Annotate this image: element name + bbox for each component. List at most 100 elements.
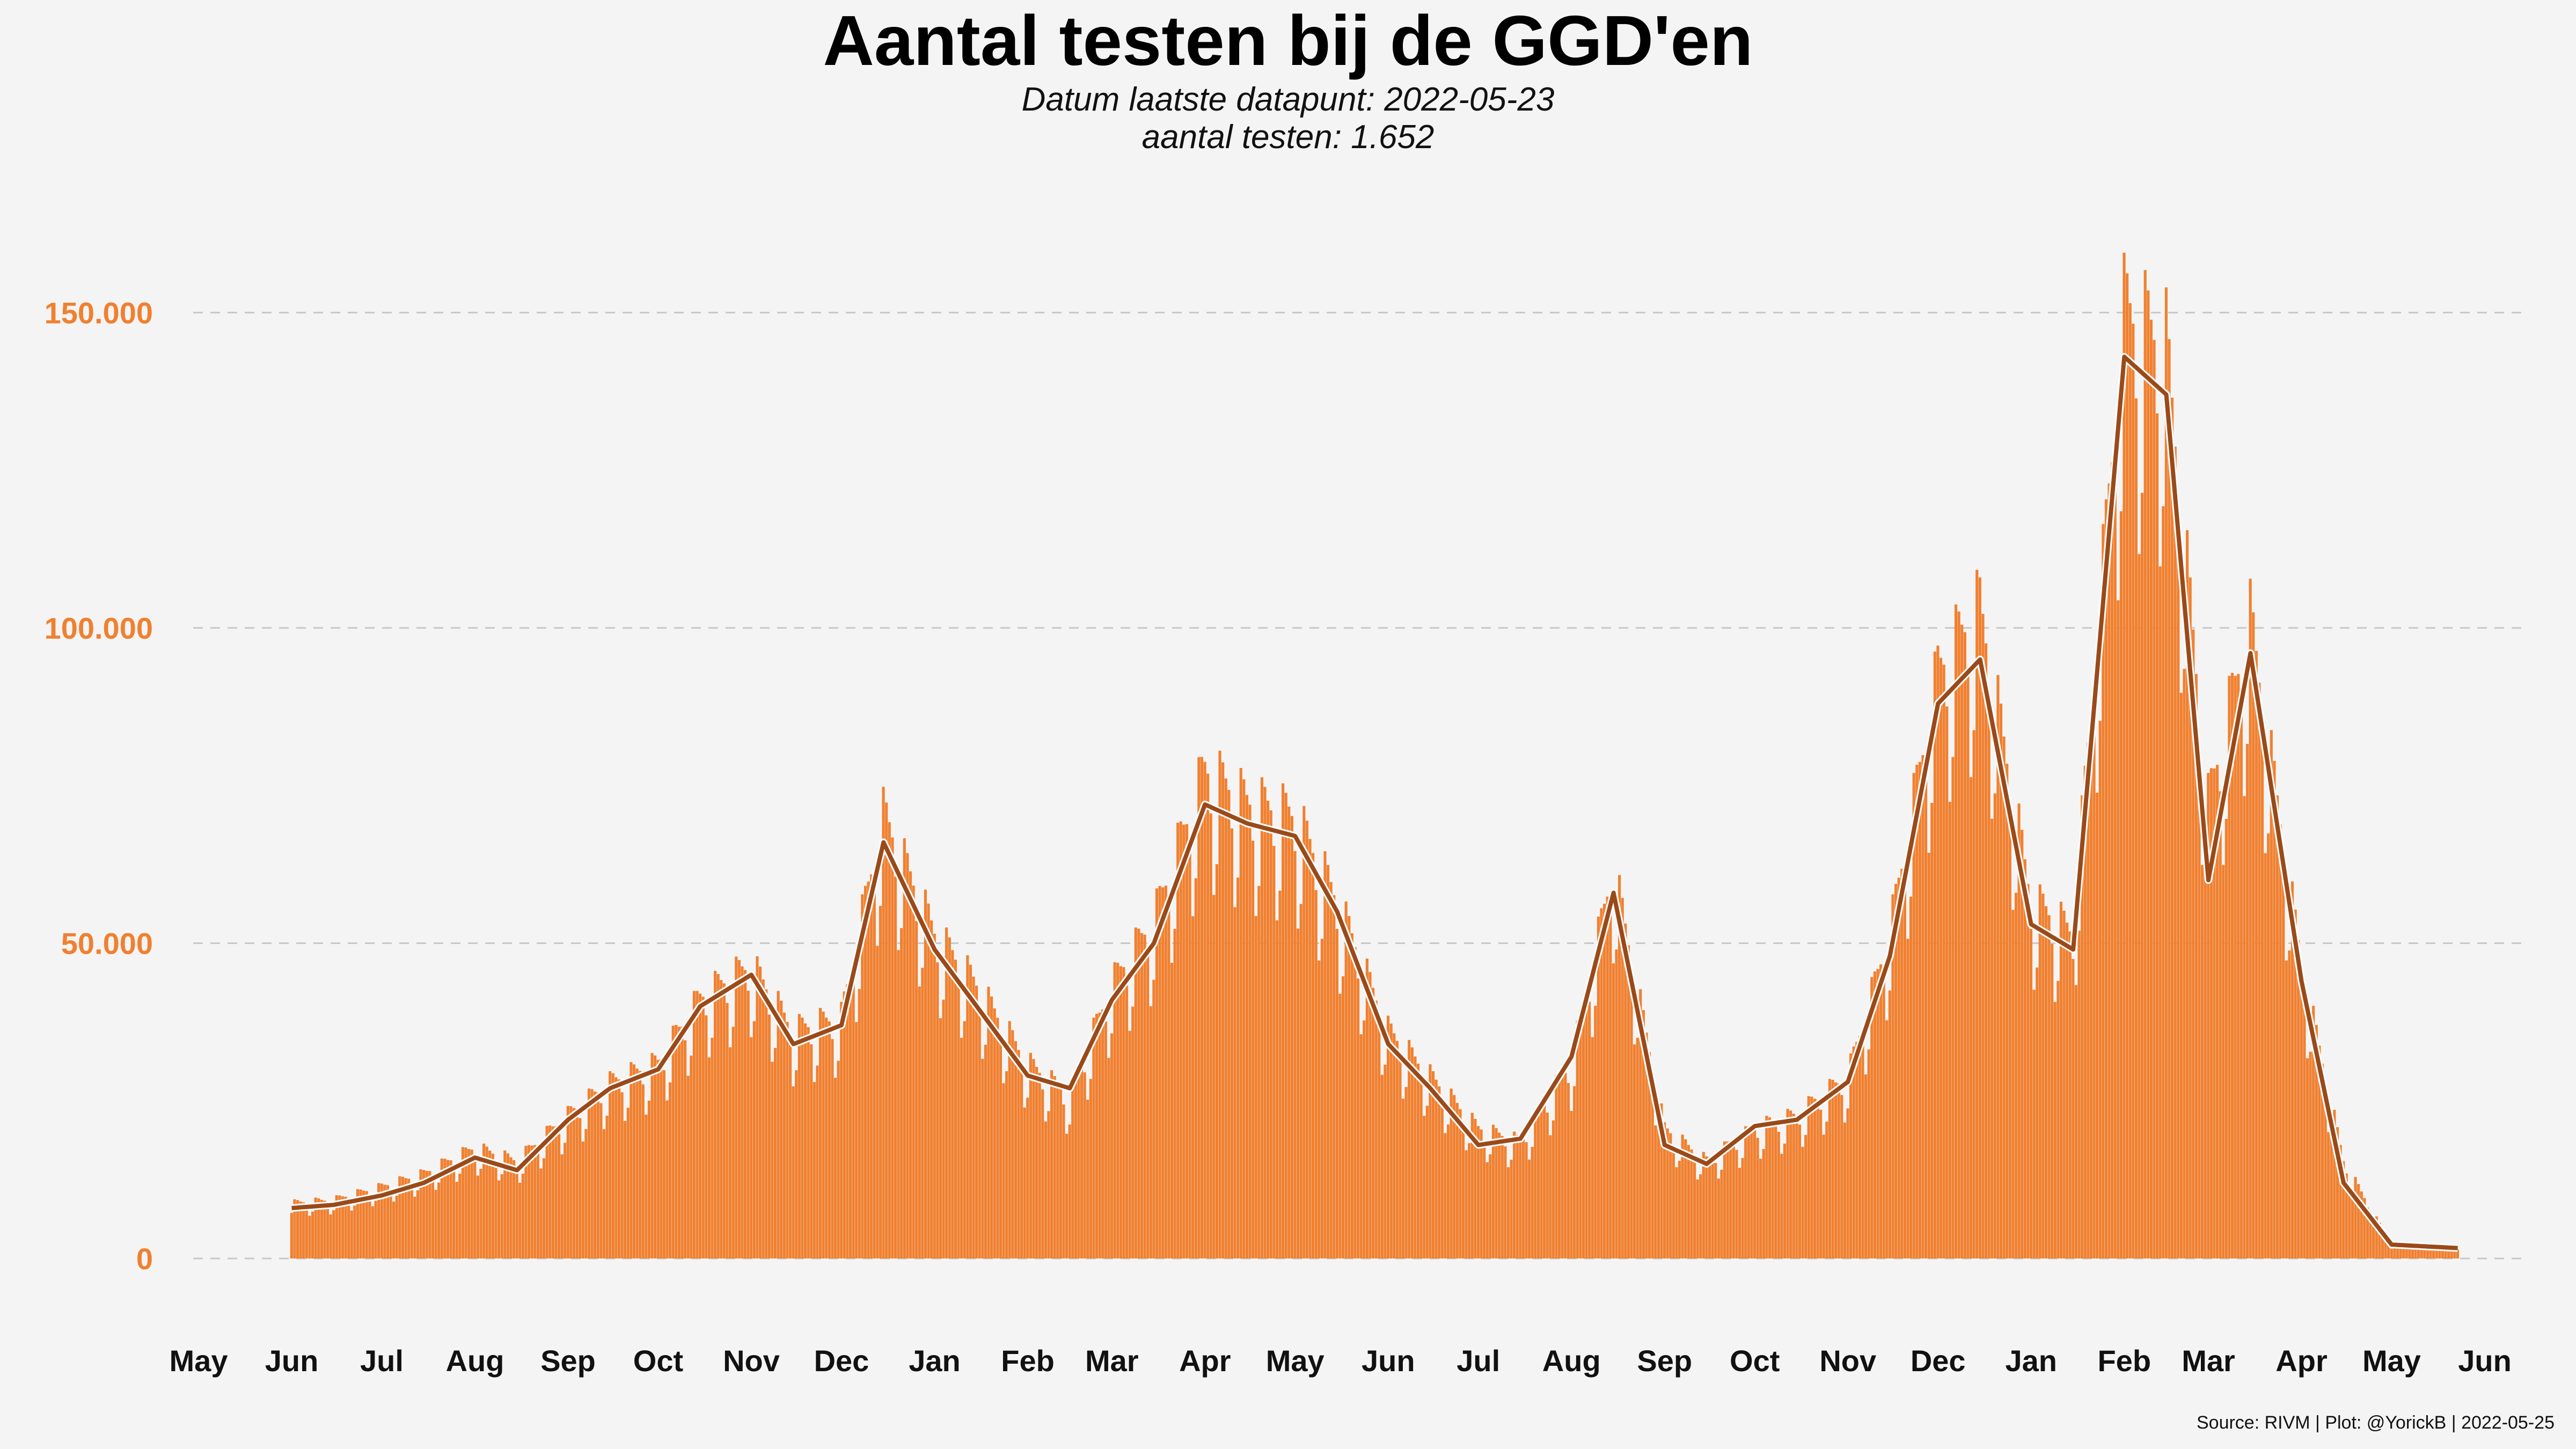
bar — [1681, 1135, 1684, 1258]
bar — [1197, 757, 1201, 1258]
bar — [2399, 1245, 2402, 1258]
bar — [656, 1059, 660, 1258]
bar — [2132, 324, 2135, 1258]
bar — [404, 1178, 407, 1258]
bar — [963, 1021, 966, 1258]
bar — [2156, 413, 2159, 1258]
bar — [1455, 1103, 1459, 1258]
bar — [527, 1145, 531, 1258]
bar — [1089, 1079, 1092, 1258]
bar — [777, 991, 780, 1258]
bar — [650, 1053, 654, 1258]
bar — [2420, 1246, 2423, 1258]
y-tick-label: 0 — [136, 1242, 153, 1276]
bar — [1966, 676, 1970, 1258]
bar — [554, 1126, 558, 1258]
bar — [1906, 939, 1909, 1258]
bar — [1278, 890, 1282, 1258]
bar — [2396, 1245, 2399, 1258]
bar — [1732, 1143, 1735, 1258]
bar — [2366, 1208, 2369, 1258]
bar — [1348, 916, 1351, 1258]
bar — [1386, 1015, 1390, 1258]
bar — [1495, 1128, 1498, 1258]
bar — [1861, 1043, 1864, 1258]
bar — [308, 1216, 311, 1258]
bar — [2294, 909, 2297, 1258]
bar — [840, 1001, 843, 1258]
bar — [1011, 1030, 1014, 1258]
bar — [816, 1065, 819, 1258]
bar — [1356, 978, 1360, 1258]
bar — [1465, 1150, 1468, 1258]
bar — [1621, 898, 1624, 1258]
bar — [987, 986, 990, 1258]
bar — [1224, 778, 1227, 1258]
bar — [2164, 287, 2168, 1258]
y-tick-label: 150.000 — [45, 296, 153, 330]
bar — [1257, 885, 1261, 1258]
bar — [1429, 1064, 1432, 1258]
bar — [888, 822, 891, 1258]
bar — [635, 1069, 639, 1258]
bar — [1804, 1135, 1807, 1258]
bar — [1491, 1124, 1495, 1258]
bar — [1239, 768, 1242, 1258]
bar — [521, 1173, 524, 1258]
bar — [2426, 1247, 2429, 1258]
bar — [2117, 600, 2120, 1258]
bar — [398, 1176, 401, 1258]
bar — [1822, 1135, 1825, 1258]
bar — [326, 1205, 330, 1258]
bar — [1053, 1076, 1056, 1258]
bar — [1378, 1027, 1381, 1258]
bar — [407, 1179, 411, 1258]
bar — [1068, 1124, 1071, 1258]
bar — [662, 1070, 666, 1258]
bar — [933, 933, 936, 1258]
bar — [323, 1201, 326, 1258]
bar — [1290, 816, 1293, 1258]
bar — [1059, 1089, 1062, 1258]
bar — [714, 970, 717, 1258]
bar — [1008, 1021, 1011, 1258]
bar — [2411, 1249, 2414, 1258]
bar — [2357, 1184, 2360, 1258]
bar — [1666, 1128, 1669, 1258]
bar — [867, 881, 870, 1258]
bar — [536, 1151, 539, 1258]
bar — [599, 1103, 603, 1258]
bar — [2215, 765, 2219, 1258]
bar — [1468, 1143, 1471, 1258]
x-tick-label: Jul — [1457, 1344, 1500, 1378]
bar — [2179, 693, 2183, 1258]
bar — [2375, 1216, 2378, 1258]
bar — [675, 1024, 678, 1258]
bar — [1996, 675, 2000, 1258]
bar — [1435, 1079, 1438, 1258]
bar — [2327, 1132, 2330, 1258]
bar — [1762, 1148, 1765, 1258]
bar — [1461, 1123, 1465, 1258]
bar — [1654, 1125, 1657, 1258]
bar — [1320, 939, 1323, 1258]
bar — [1363, 1020, 1366, 1258]
bar — [1951, 757, 1955, 1258]
bar — [1639, 989, 1642, 1258]
bar — [1302, 806, 1306, 1258]
bar — [680, 1026, 684, 1258]
bar — [2057, 980, 2060, 1258]
bar — [750, 1037, 753, 1258]
bar — [1975, 569, 1979, 1258]
bar — [1485, 1162, 1489, 1258]
bar — [2408, 1247, 2411, 1258]
bar — [431, 1176, 434, 1258]
bar — [2113, 490, 2117, 1259]
bar — [2222, 865, 2225, 1258]
bar — [560, 1154, 564, 1258]
bar — [1846, 1108, 1849, 1258]
bar — [1002, 1083, 1005, 1258]
bar — [602, 1129, 606, 1258]
bar — [1263, 787, 1267, 1258]
bar — [1333, 895, 1336, 1258]
